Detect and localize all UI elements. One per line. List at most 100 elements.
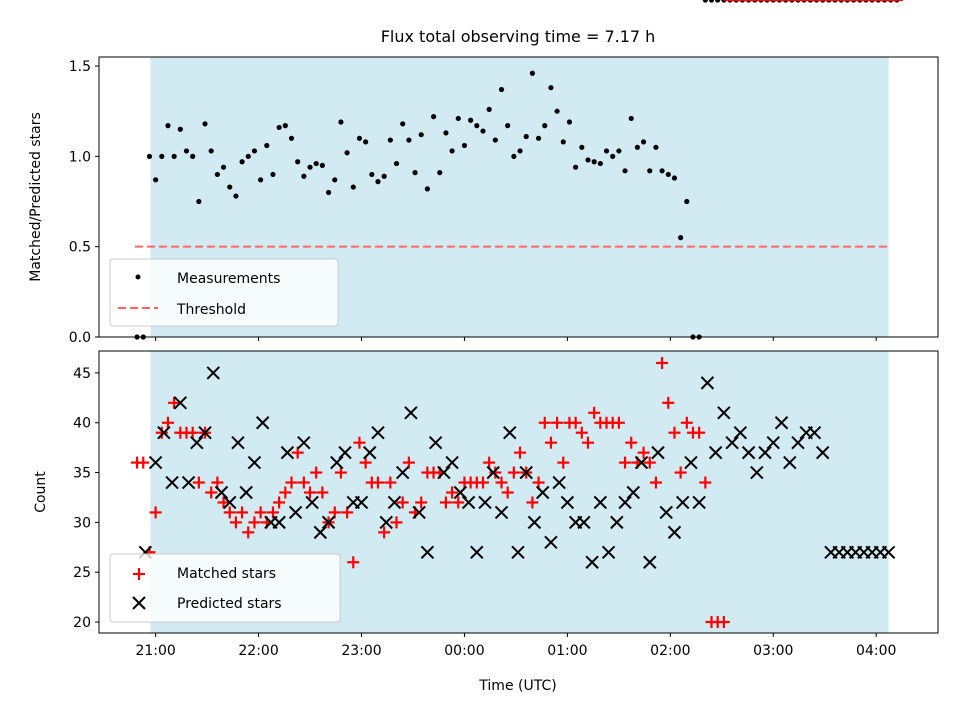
x-tick-label: 01:00	[547, 643, 587, 659]
measurement-point	[258, 177, 264, 183]
matched-star-point	[501, 486, 514, 499]
measurement-point	[474, 123, 480, 129]
matched-star-point	[532, 476, 545, 489]
matched-star-point	[588, 406, 601, 419]
matched-star-point	[569, 416, 582, 429]
top-y-axis-label: Matched/Predicted stars	[28, 112, 44, 282]
predicted-star-point	[404, 406, 418, 420]
matched-star-point	[316, 486, 329, 499]
measurement-point	[301, 173, 307, 179]
measurement-point	[202, 121, 208, 127]
predicted-star-point	[700, 376, 715, 390]
matched-star-point	[662, 396, 675, 409]
measurement-point	[400, 121, 406, 127]
chart-title: Flux total observing time = 7.17 h	[381, 27, 656, 46]
matched-star-point	[328, 506, 341, 519]
top-legend: Measurements Threshold	[109, 258, 339, 327]
matched-star-point	[248, 516, 261, 529]
measurement-point	[146, 153, 153, 159]
measurement-point	[610, 153, 616, 159]
matched-star-point	[495, 476, 508, 489]
predicted-star-point	[255, 416, 270, 430]
measurement-point	[455, 115, 461, 122]
measurement-point	[332, 177, 338, 183]
predicted-star-point	[486, 465, 500, 480]
matched-star-point	[291, 446, 304, 459]
y-tick-label: 0.0	[69, 330, 91, 346]
measurement-point	[220, 164, 227, 170]
matched-star-point	[526, 496, 539, 509]
measurement-point	[406, 137, 412, 143]
predicted-star-point	[667, 525, 682, 540]
measurement-point	[542, 123, 548, 129]
predicted-star-point	[544, 535, 558, 550]
predicted-star-point	[231, 435, 245, 450]
predicted-star-point	[750, 465, 764, 480]
bottom-legend-box	[109, 553, 341, 623]
predicted-star-point	[354, 495, 369, 510]
predicted-star-point	[634, 455, 649, 470]
predicted-star-point	[741, 445, 756, 460]
matched-star-point	[390, 516, 403, 529]
measurement-point	[659, 168, 665, 174]
predicted-star-point	[519, 465, 533, 480]
top-y-ticks: 0.0 0.5 1.0 1.5	[69, 59, 99, 346]
y-tick-label: 25	[73, 565, 91, 581]
measurement-point	[307, 164, 313, 170]
measurement-point	[313, 160, 319, 167]
predicted-star-point	[173, 396, 188, 410]
measurement-point	[177, 126, 183, 132]
measurement-point	[208, 148, 214, 154]
legend-matched-marker	[133, 568, 145, 580]
matched-star-point	[242, 526, 255, 539]
y-tick-label: 35	[73, 466, 91, 482]
measurement-point	[295, 159, 301, 165]
predicted-star-point	[651, 445, 665, 460]
measurement-point	[640, 139, 647, 145]
predicted-star-point	[206, 366, 220, 380]
predicted-star-point	[198, 426, 212, 440]
top-plot-frame	[98, 56, 939, 338]
matched-star-point	[211, 476, 224, 489]
bottom-y-ticks: 20 25 30 35 40 45	[73, 366, 99, 631]
measurement-point	[338, 119, 344, 125]
measurement-point	[566, 119, 573, 125]
measurement-point	[430, 114, 437, 120]
measurement-point	[511, 153, 517, 159]
predicted-star-point	[643, 555, 657, 569]
predicted-star-point	[733, 426, 748, 440]
measurement-point	[344, 150, 350, 156]
matched-star-point	[483, 456, 496, 469]
measurement-point	[165, 123, 171, 129]
predicted-star-point	[338, 445, 352, 460]
predicted-star-point	[552, 475, 566, 490]
measurement-point	[492, 137, 498, 143]
matched-star-point	[489, 466, 502, 479]
measurement-point	[622, 168, 628, 174]
legend-matched-label: Matched stars	[177, 566, 276, 582]
predicted-star-point	[881, 545, 896, 559]
measurement-point	[468, 117, 474, 123]
predicted-star-point	[428, 435, 443, 450]
x-tick-label: 02:00	[650, 643, 690, 659]
matched-star-point	[551, 416, 564, 429]
predicted-star-point	[214, 485, 229, 500]
predicted-star-point	[297, 435, 311, 450]
measurement-point	[480, 128, 486, 134]
measurement-point	[585, 157, 591, 163]
measurement-point	[486, 106, 492, 112]
matched-star-point	[625, 436, 638, 449]
measurement-point	[393, 160, 400, 167]
matched-star-point	[341, 506, 354, 519]
legend-measurement-marker	[135, 274, 141, 280]
y-tick-label: 0.5	[69, 240, 91, 256]
predicted-star-point	[585, 555, 599, 569]
matched-star-point	[186, 426, 199, 439]
matched-star-point	[693, 426, 706, 439]
predicted-star-point	[692, 495, 706, 510]
matched-star-point	[254, 506, 267, 519]
measurement-point	[628, 115, 634, 122]
predicted-star-point	[313, 525, 328, 540]
matched-star-point	[514, 446, 527, 459]
top-x-ticks	[155, 337, 877, 341]
